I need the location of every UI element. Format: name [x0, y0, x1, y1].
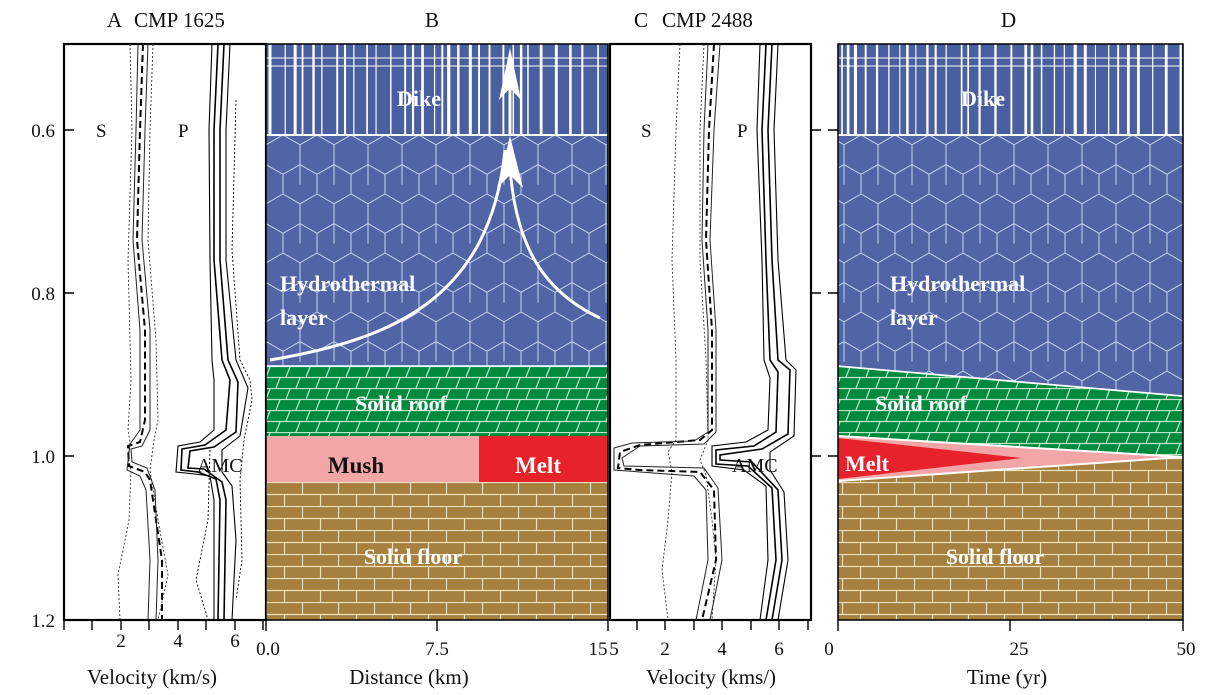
panel-d-xtick-50: 50: [1177, 639, 1196, 660]
panel-b-hydrothermal-label-2: layer: [280, 305, 328, 330]
panel-a-xtick-6: 6: [230, 631, 240, 652]
panel-a-s-label: S: [96, 121, 107, 142]
panel-d-dike-lines: [838, 44, 1183, 135]
panel-b-roof-label: Solid roof: [355, 391, 448, 416]
panel-d-dike-label: Dike: [961, 86, 1005, 111]
panel-d-hydrothermal-label-2: layer: [890, 305, 938, 330]
panel-c-xtick-2: 2: [660, 639, 670, 660]
panel-c-yticks: [811, 129, 821, 457]
panel-d-melt-label: Melt: [845, 451, 890, 476]
panel-c-s-label: S: [641, 121, 652, 142]
panel-c-p-label: P: [737, 121, 748, 142]
panel-b-hydrothermal-label-1: Hydrothermal: [280, 271, 415, 296]
panel-b-dike-lines: [266, 44, 608, 135]
y-axis: 0.6 0.8 1.0 1.2: [31, 121, 55, 632]
panel-d: D Dike Hydrothermal layer: [824, 8, 1195, 689]
panel-b-xticks: [265, 620, 609, 631]
panel-d-letter: D: [1001, 8, 1016, 32]
panel-a-s-curves: [117, 43, 169, 621]
panel-b-melt-label: Melt: [515, 453, 561, 478]
panel-b-xtick-7-5: 7.5: [425, 639, 449, 660]
panel-a-yticks: [64, 129, 74, 621]
panel-b-floor-label: Solid floor: [364, 544, 463, 569]
panel-a-letter: A: [107, 8, 123, 32]
panel-d-hydrothermal-label-1: Hydrothermal: [890, 271, 1025, 296]
ytick-0-6: 0.6: [31, 121, 55, 142]
panel-b-xlabel: Distance (km): [349, 665, 469, 689]
panel-b-dike-zone: [266, 44, 608, 135]
panel-d-floor-label: Solid floor: [946, 544, 1045, 569]
panel-c-s-curves: [613, 43, 723, 621]
panel-a-xtick-4: 4: [173, 631, 183, 652]
panel-a-p-curves: [175, 43, 253, 621]
panel-b-dike-label: Dike: [397, 86, 441, 111]
panel-b-mush-zone: [266, 436, 479, 482]
panel-c-letter: C: [634, 8, 648, 32]
panel-c-xticks: [636, 620, 809, 630]
panel-b-arrowhead-top: [499, 48, 521, 100]
panel-b-arrowhead-mid: [497, 136, 523, 188]
panel-d-xlabel: Time (yr): [967, 665, 1047, 689]
panel-c-p-curves: [711, 43, 797, 621]
panel-c-xtick-5: 5: [609, 639, 619, 660]
panel-d-xticks: [837, 620, 1184, 631]
panel-a-xlabel: Velocity (km/s): [87, 665, 217, 689]
ytick-1-0: 1.0: [31, 447, 55, 468]
panel-b-melt-zone: [479, 436, 608, 482]
panel-b: B: [256, 8, 609, 689]
panel-d-melt-wedge: [838, 438, 1022, 479]
panel-c-xlabel: Velocity (kms/): [646, 665, 776, 689]
panel-a: A CMP 1625 2 4 6 Velocity (km/s): [62, 8, 268, 689]
ytick-1-2: 1.2: [31, 611, 55, 632]
ytick-0-8: 0.8: [31, 284, 55, 305]
panel-a-xticks: [63, 620, 264, 630]
panel-c: C CMP 2488 5 2 4 6 Velocity (kms/): [608, 8, 821, 689]
panel-c-xtick-6: 6: [774, 639, 784, 660]
panel-d-xtick-25: 25: [1010, 639, 1029, 660]
panel-c-xtick-4: 4: [717, 639, 727, 660]
panel-a-p-label: P: [178, 121, 189, 142]
panel-d-xtick-0: 0: [824, 639, 834, 660]
panel-b-letter: B: [425, 8, 439, 32]
panel-a-title: CMP 1625: [134, 8, 225, 32]
panel-b-xtick-0: 0.0: [256, 639, 280, 660]
panel-a-xtick-2: 2: [116, 631, 126, 652]
panel-a-amc-label: AMC: [197, 455, 243, 477]
panel-b-mush-label: Mush: [328, 453, 384, 478]
panel-c-amc-label: AMC: [732, 455, 778, 477]
panel-d-yticks: [828, 129, 838, 457]
panel-c-title: CMP 2488: [662, 8, 753, 32]
panel-b-xtick-15: 15: [589, 639, 608, 660]
panel-d-roof-label: Solid roof: [875, 391, 968, 416]
